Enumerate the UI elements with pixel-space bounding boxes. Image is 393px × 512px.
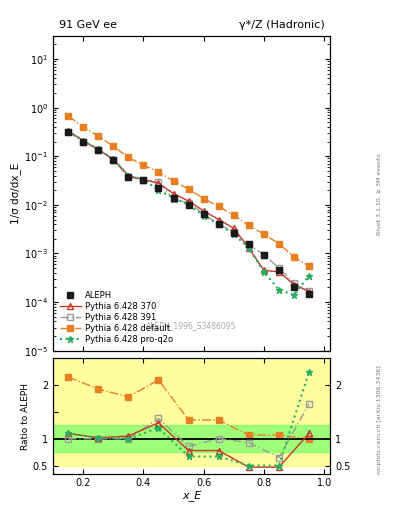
Text: 91 GeV ee: 91 GeV ee xyxy=(59,19,117,30)
Text: Rivet 3.1.10, ≥ 3M events: Rivet 3.1.10, ≥ 3M events xyxy=(377,154,382,236)
Bar xyxy=(53,425,330,452)
Y-axis label: 1/σ dσ/dx_E: 1/σ dσ/dx_E xyxy=(10,163,21,224)
Text: γ*/Z (Hadronic): γ*/Z (Hadronic) xyxy=(239,19,325,30)
X-axis label: x_E: x_E xyxy=(182,490,201,501)
Text: mcplots.cern.ch [arXiv:1306.3436]: mcplots.cern.ch [arXiv:1306.3436] xyxy=(377,366,382,474)
Text: ALEPH_1996_S3486095: ALEPH_1996_S3486095 xyxy=(146,321,237,330)
Legend: ALEPH, Pythia 6.428 370, Pythia 6.428 391, Pythia 6.428 default, Pythia 6.428 pr: ALEPH, Pythia 6.428 370, Pythia 6.428 39… xyxy=(57,288,175,347)
Y-axis label: Ratio to ALEPH: Ratio to ALEPH xyxy=(21,382,30,450)
